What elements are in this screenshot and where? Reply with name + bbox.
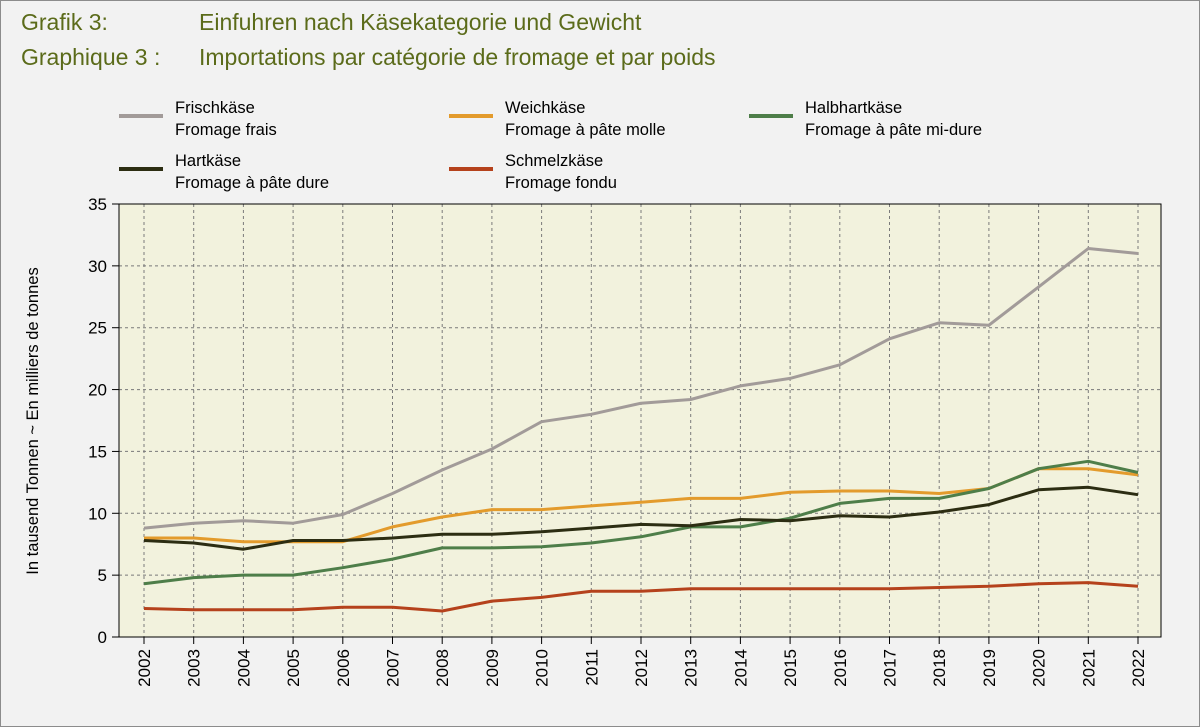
x-tick-label: 2012 <box>632 649 651 687</box>
series-line-schmelzkaese <box>143 581 1139 613</box>
title-text-de: Einfuhren nach Käsekategorie und Gewicht <box>199 9 642 35</box>
x-tick-label: 2008 <box>433 649 452 687</box>
x-tick-label: 2018 <box>930 649 949 687</box>
x-tick-label: 2016 <box>831 649 850 687</box>
legend-name-de: Weichkäse <box>505 99 586 117</box>
legend-name-de: Hartkäse <box>175 152 242 170</box>
y-tick-label: 35 <box>88 195 107 214</box>
legend-name-fr: Fromage à pâte molle <box>505 121 666 139</box>
x-tick-label: 2002 <box>135 649 154 687</box>
series-line-halbhartkaese <box>143 459 1139 586</box>
x-tick-label: 2009 <box>483 649 502 687</box>
y-axis-title: In tausend Tonnen ~ En milliers de tonne… <box>24 267 42 575</box>
legend-name-de: Frischkäse <box>175 99 255 117</box>
legend-label-schmelzkaese: Schmelzkäse Fromage fondu <box>505 150 617 194</box>
y-tick-label: 15 <box>88 442 107 461</box>
x-tick-label: 2017 <box>881 649 900 687</box>
y-tick-label: 0 <box>98 628 107 647</box>
legend-label-weichkaese: Weichkäse Fromage à pâte molle <box>505 97 666 141</box>
y-tick-label: 5 <box>98 566 107 585</box>
y-tick-label: 25 <box>88 319 107 338</box>
plot-border <box>118 203 1162 638</box>
x-tick-label: 2022 <box>1129 649 1148 687</box>
legend-swatch-weichkaese <box>449 114 493 118</box>
legend-label-frischkaese: Frischkäse Fromage frais <box>175 97 277 141</box>
legend-name-fr: Fromage frais <box>175 121 277 139</box>
legend-swatch-schmelzkaese <box>449 167 493 171</box>
x-tick-label: 2011 <box>582 649 601 686</box>
title-text-fr: Importations par catégorie de fromage et… <box>199 44 716 70</box>
legend-label-hartkaese: Hartkäse Fromage à pâte dure <box>175 150 329 194</box>
x-tick-label: 2014 <box>731 649 750 687</box>
x-tick-label: 2010 <box>533 649 552 687</box>
x-tick-label: 2021 <box>1079 649 1098 687</box>
x-tick-label: 2005 <box>284 649 303 687</box>
plot-area <box>119 204 1161 637</box>
legend-name-fr: Fromage à pâte mi-dure <box>805 121 982 139</box>
x-tick-label: 2015 <box>781 649 800 687</box>
y-tick-label: 30 <box>88 257 107 276</box>
legend-name-fr: Fromage à pâte dure <box>175 174 330 192</box>
series-line-hartkaese <box>143 485 1139 551</box>
x-tick-label: 2019 <box>980 649 999 687</box>
y-tick-label: 20 <box>88 381 107 400</box>
legend-swatch-hartkaese <box>119 167 163 171</box>
y-tick-label: 10 <box>88 504 107 523</box>
legend-name-de: Schmelzkäse <box>505 152 604 170</box>
title-label-fr: Graphique 3 : <box>21 44 161 70</box>
series-line-frischkaese <box>143 247 1139 530</box>
x-tick-label: 2007 <box>384 649 403 687</box>
legend-swatch-frischkaese <box>119 114 163 118</box>
x-tick-label: 2006 <box>334 649 353 687</box>
legend-swatch-halbhartkaese <box>749 114 793 118</box>
title-label-de: Grafik 3: <box>21 9 108 35</box>
x-tick-label: 2013 <box>682 649 701 687</box>
legend-name-fr: Fromage fondu <box>505 174 617 192</box>
x-tick-label: 2003 <box>185 649 204 687</box>
legend-name-de: Halbhartkäse <box>805 99 903 117</box>
x-tick-label: 2004 <box>234 649 253 687</box>
x-tick-label: 2020 <box>1030 649 1049 687</box>
legend-label-halbhartkaese: Halbhartkäse Fromage à pâte mi-dure <box>805 97 982 141</box>
